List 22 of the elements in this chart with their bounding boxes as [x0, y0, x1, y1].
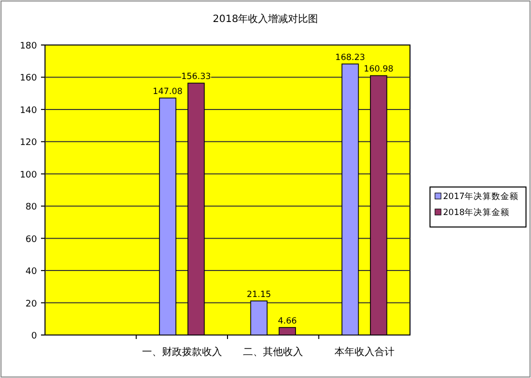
- x-tick-label: 本年收入合计: [334, 346, 394, 358]
- y-tick-label: 100: [20, 170, 38, 180]
- legend-label: 2017年决算数金额: [443, 191, 519, 202]
- y-tick-label: 40: [26, 267, 38, 278]
- x-tick-label: 二、其他收入: [243, 346, 304, 358]
- data-label: 4.66: [278, 316, 297, 326]
- y-tick-label: 120: [20, 138, 38, 148]
- y-tick-label: 180: [20, 42, 38, 52]
- data-label: 160.98: [364, 64, 394, 75]
- y-tick-label: 80: [26, 202, 38, 213]
- legend-label: 2018年决算金额: [443, 207, 510, 218]
- x-tick-label: 一、财政拨款收入: [142, 346, 222, 358]
- y-tick-label: 0: [31, 332, 38, 342]
- y-tick-label: 20: [26, 299, 38, 310]
- data-label: 21.15: [246, 290, 272, 300]
- y-tick-label: 140: [20, 106, 38, 116]
- y-tick-label: 160: [20, 74, 38, 84]
- y-tick-label: 60: [26, 234, 38, 245]
- data-label: 147.08: [152, 87, 183, 98]
- chart-title: 2018年收入增减对比图: [212, 13, 318, 25]
- data-label: 168.23: [335, 52, 366, 63]
- data-label: 156.33: [181, 72, 211, 82]
